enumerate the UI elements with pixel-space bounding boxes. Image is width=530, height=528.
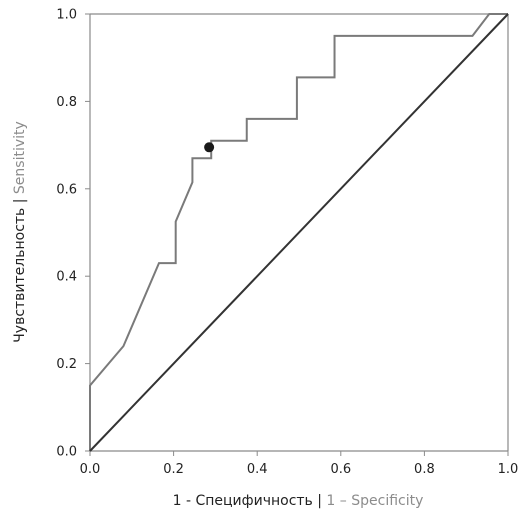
y-tick-label: 0.2 <box>56 357 77 372</box>
x-tick-label: 0.4 <box>247 462 268 477</box>
y-tick-label: 0.8 <box>56 95 77 110</box>
x-tick-label: 1.0 <box>498 462 519 477</box>
y-axis-title-alt: Sensitivity <box>12 121 28 194</box>
x-axis-title-main: 1 - Специфичность | <box>173 493 327 509</box>
y-axis-title-main: Чувствительность | <box>12 194 28 343</box>
series-layer <box>89 13 509 452</box>
y-tick-label: 1.0 <box>56 8 77 23</box>
x-axis-title-alt: 1 – Specificity <box>326 493 423 509</box>
ticks-layer: 0.0 0.2 0.4 0.6 0.8 1.0 0.0 0.2 0.4 0.6 0.8 1.0 <box>56 8 518 478</box>
x-axis-title: 1 - Специфичность | 1 – Specificity <box>173 493 424 509</box>
reference-diagonal-line <box>89 13 509 452</box>
y-axis-title: Чувствительность | Sensitivity <box>12 121 28 343</box>
y-tick-label: 0.4 <box>56 270 77 285</box>
x-tick-label: 0.6 <box>330 462 351 477</box>
axes-layer <box>89 13 509 452</box>
x-tick-label: 0.0 <box>80 462 101 477</box>
optimal-cutoff-point <box>204 142 215 153</box>
marker-layer <box>204 142 215 153</box>
roc-curve-line <box>89 13 508 451</box>
x-tick-label: 0.2 <box>163 462 184 477</box>
y-tick-label: 0.6 <box>56 182 77 197</box>
y-tick-label: 0.0 <box>56 445 77 460</box>
x-tick-label: 0.8 <box>414 462 435 477</box>
